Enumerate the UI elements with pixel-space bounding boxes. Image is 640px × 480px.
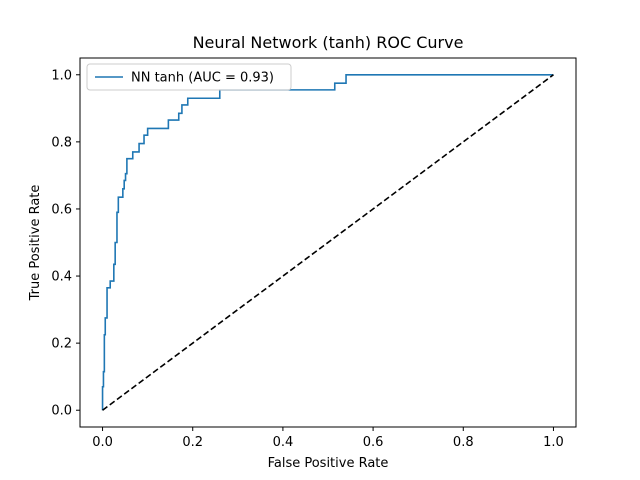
chance-line	[102, 74, 554, 411]
x-tick-label: 0.2	[182, 435, 203, 450]
plot-area	[101, 73, 554, 411]
legend-box	[86, 63, 292, 91]
roc-curve-line	[101, 73, 554, 411]
legend: NN tanh (AUC = 0.93)	[86, 63, 292, 91]
x-tick-label: 1.0	[543, 435, 564, 450]
x-tick-label: 0.4	[273, 435, 294, 450]
y-tick-label: 1.0	[51, 68, 72, 83]
y-axis-label: True Positive Rate	[28, 185, 43, 302]
x-tick-label: 0.0	[92, 435, 113, 450]
x-axis-label: False Positive Rate	[268, 456, 389, 471]
y-tick-label: 0.6	[51, 202, 72, 217]
axes-frame	[79, 57, 577, 428]
x-axis: 0.0 0.2 0.4 0.6 0.8 1.0	[92, 427, 564, 450]
x-tick-label: 0.8	[453, 435, 474, 450]
legend-label: NN tanh (AUC = 0.93)	[131, 71, 274, 86]
x-tick-label: 0.6	[363, 435, 384, 450]
y-tick-label: 0.4	[51, 270, 72, 285]
y-tick-label: 0.8	[51, 135, 72, 150]
chart-title: Neural Network (tanh) ROC Curve	[193, 33, 464, 52]
y-tick-label: 0.0	[51, 404, 72, 419]
y-tick-label: 0.2	[51, 337, 72, 352]
y-axis: 0.0 0.2 0.4 0.6 0.8 1.0	[51, 68, 80, 419]
